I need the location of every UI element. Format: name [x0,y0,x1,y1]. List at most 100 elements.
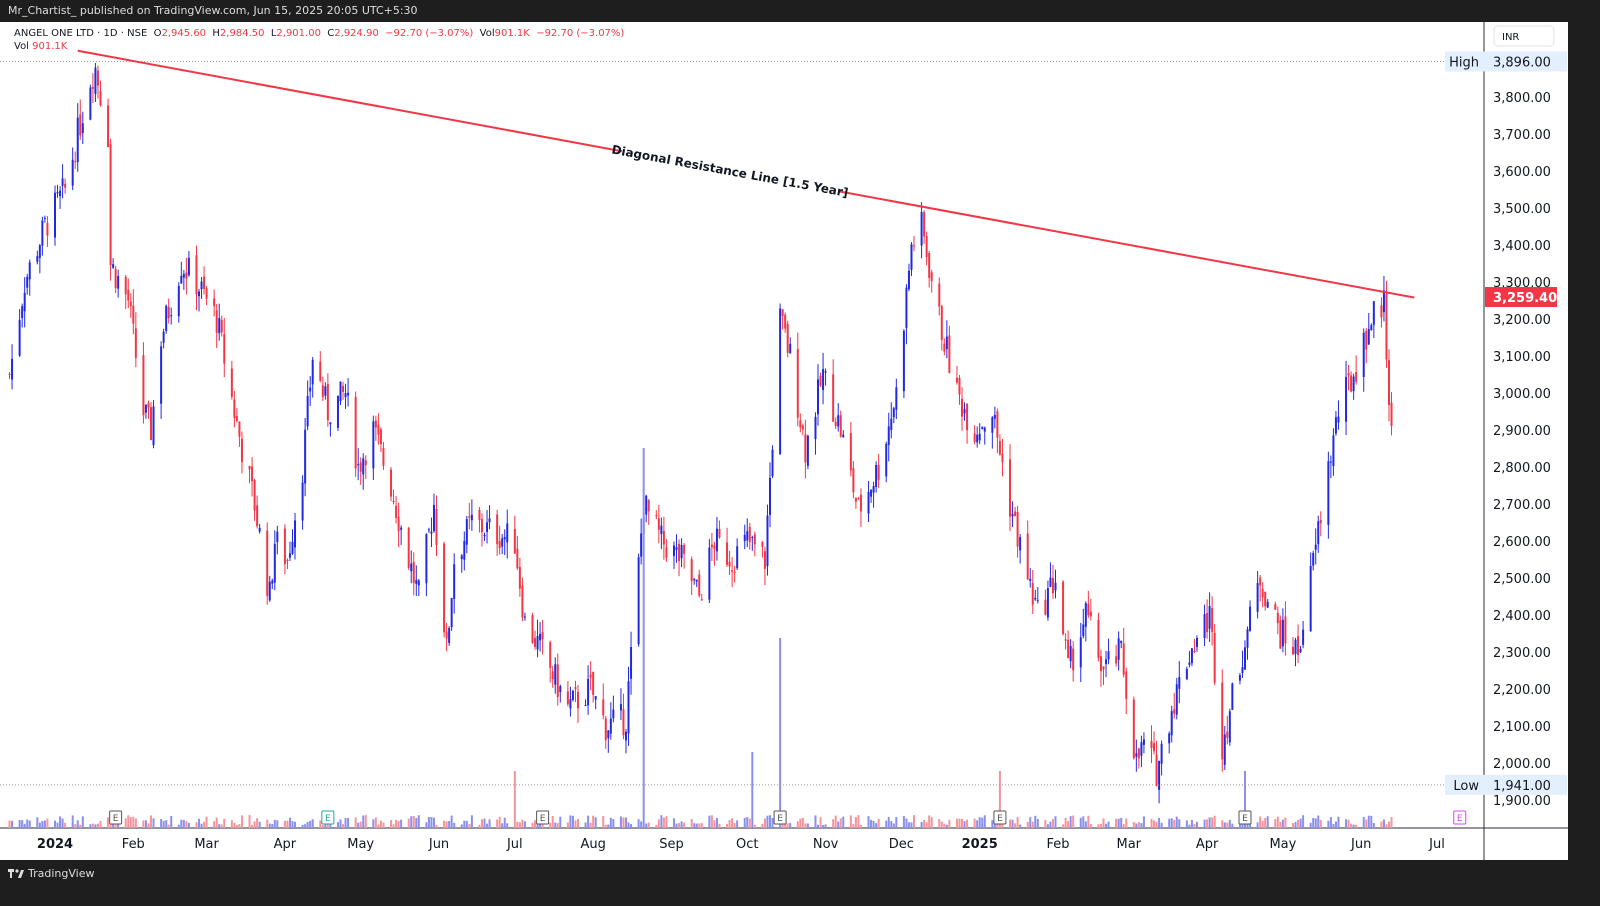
volume-bar [79,824,82,828]
volume-bar [690,819,693,828]
volume-bar [435,824,438,828]
candle-body [998,441,1001,455]
symbol-title[interactable]: ANGEL ONE LTD · 1D · NSE [14,28,148,39]
candle-body [991,417,994,433]
volume-bar [819,817,822,828]
candle-body [1069,645,1072,662]
volume-bar [1319,820,1322,828]
earnings-marker-label: E [1457,814,1463,824]
candle-body [743,534,746,542]
candle-body [672,545,675,557]
candle-body [948,335,951,373]
volume-bar [213,821,216,828]
volume-bar [804,823,807,828]
volume-bar [693,823,696,828]
volume-bar [36,817,39,828]
candle-body [1132,699,1135,759]
volume-bar [571,815,574,828]
volume-bar [382,822,385,828]
volume-bar [1067,821,1070,828]
volume-bar [347,817,350,828]
candle-body [463,541,466,560]
volume-bar [480,819,483,828]
volume-bar [1069,816,1072,828]
candle-body [203,276,206,289]
candle-body [107,105,110,148]
candle-body [1117,638,1120,660]
volume-bar [943,823,946,828]
volume-bar [607,824,610,828]
candle-body [347,392,350,396]
volume-bar [506,823,509,828]
candle-body [294,520,297,548]
candle-body [359,462,362,472]
volume-bar [569,815,572,828]
volume-bar [890,821,893,828]
volume-bar [64,822,67,828]
chart-area[interactable]: ANGEL ONE LTD · 1D · NSE O2,945.60 H2,98… [0,22,1568,860]
candle-body [1281,619,1284,647]
price-tick: 2,200.00 [1493,683,1551,698]
volume-bar [1132,822,1135,828]
volume-bar [1256,822,1259,828]
volume-bar [736,820,739,828]
volume-bar [342,824,345,828]
candle-body [1337,416,1340,423]
candlestick-chart[interactable]: INR 1,900.00 2,000.00 2,100.00 2,200.00 2,300… [0,22,1568,860]
volume-bar [796,821,799,828]
earnings-marker-label: E [777,814,783,824]
candle-body [516,548,519,569]
candle-body [1064,639,1067,641]
candle-body [852,468,855,493]
volume-bar [91,823,94,828]
volume-bar [1158,817,1161,828]
candle-body [943,343,946,352]
low-label: L [270,28,277,39]
volume-bar [81,816,84,828]
candle-body [56,192,59,194]
volume-bar [1014,823,1017,828]
volume-bar [1049,821,1052,828]
candle-body [710,544,713,548]
candle-body [645,495,648,515]
volume-bar [728,819,731,828]
volume-bar [152,818,155,828]
volume-bar [763,818,766,828]
volume-bar [559,816,562,828]
volume-bar [374,817,377,828]
candle-body [594,696,597,700]
candle-body [165,305,168,331]
candle-body [1107,651,1110,660]
vol-label: Vol [479,28,495,39]
candle-body [1302,629,1305,645]
volume-bar [1079,817,1082,828]
volume-bar [753,824,756,828]
volume-bar [395,819,398,828]
volume-bar [589,822,592,828]
candle-body [268,581,271,601]
candle-body [1084,603,1087,627]
time-tick: Feb [1047,837,1070,852]
volume-bar [619,816,622,828]
candle-body [112,264,115,268]
candle-body [1122,643,1125,675]
volume-bar [1264,817,1267,828]
candle-body [410,563,413,572]
volume-bar [849,815,852,828]
volume-bar [978,817,981,828]
candle-body [857,498,860,500]
volume-bar [622,817,625,828]
candle-body [907,270,910,290]
candle-body [708,547,711,600]
candle-body [392,500,395,502]
candle-body [1105,659,1108,665]
volume-bar [147,823,150,828]
candle-body [144,404,147,413]
candle-body [1370,325,1373,331]
candle-body [167,306,170,319]
volume-bar [1046,824,1049,828]
volume-bar [958,818,961,828]
candle-body [1046,588,1049,618]
volume-bar [630,824,633,828]
candle-body [170,315,173,317]
